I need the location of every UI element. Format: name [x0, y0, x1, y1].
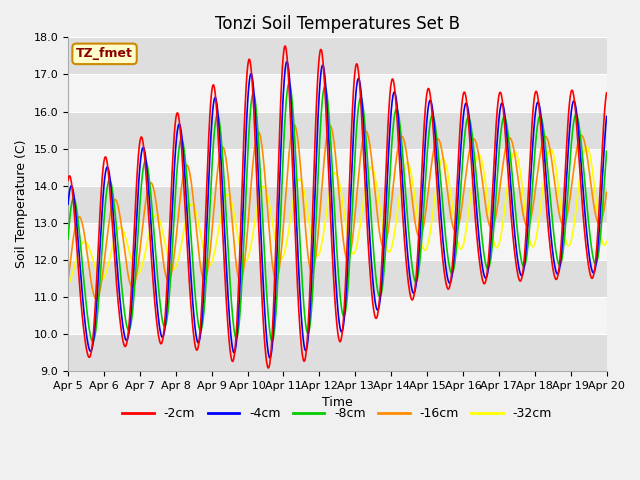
Line: -32cm: -32cm	[68, 146, 607, 285]
-4cm	[540, 138, 547, 144]
-8cm	[603, 148, 611, 154]
Bar	[68, 111, 607, 149]
-8cm	[492, 196, 500, 202]
-32cm	[421, 247, 429, 253]
-4cm	[266, 355, 273, 360]
-2cm	[540, 161, 547, 167]
Bar	[68, 223, 607, 260]
-32cm	[491, 243, 499, 249]
-8cm	[244, 138, 252, 144]
X-axis label: Time: Time	[322, 396, 353, 409]
Line: -8cm: -8cm	[68, 83, 607, 341]
-8cm	[285, 80, 293, 86]
-16cm	[422, 211, 429, 217]
-4cm	[244, 93, 252, 99]
-32cm	[244, 255, 252, 261]
-4cm	[184, 221, 191, 227]
Legend: -2cm, -4cm, -8cm, -16cm, -32cm: -2cm, -4cm, -8cm, -16cm, -32cm	[118, 402, 557, 425]
-8cm	[172, 197, 179, 203]
Bar	[68, 297, 607, 334]
-4cm	[283, 59, 291, 65]
-2cm	[64, 178, 72, 183]
-16cm	[93, 296, 100, 302]
-2cm	[281, 43, 289, 49]
-16cm	[244, 216, 252, 222]
Line: -4cm: -4cm	[68, 62, 607, 358]
Bar	[68, 186, 607, 223]
Title: Tonzi Soil Temperatures Set B: Tonzi Soil Temperatures Set B	[215, 15, 460, 33]
-8cm	[64, 236, 72, 242]
-32cm	[64, 282, 72, 288]
-2cm	[244, 60, 252, 66]
-2cm	[603, 90, 611, 96]
-8cm	[184, 192, 192, 198]
-8cm	[422, 177, 429, 183]
-2cm	[184, 254, 191, 260]
-4cm	[64, 201, 72, 207]
-32cm	[171, 266, 179, 272]
-16cm	[290, 122, 298, 128]
-4cm	[422, 137, 429, 143]
-16cm	[172, 245, 179, 251]
-16cm	[184, 164, 192, 170]
-32cm	[582, 144, 590, 149]
-4cm	[492, 160, 500, 166]
-32cm	[184, 209, 191, 215]
-16cm	[64, 277, 72, 283]
Bar	[68, 37, 607, 74]
-4cm	[171, 160, 179, 166]
Text: TZ_fmet: TZ_fmet	[76, 48, 133, 60]
-2cm	[492, 127, 500, 133]
-32cm	[539, 187, 547, 193]
Bar	[68, 260, 607, 297]
-16cm	[492, 214, 500, 219]
-16cm	[540, 137, 547, 143]
-8cm	[540, 125, 547, 131]
-8cm	[89, 338, 97, 344]
Line: -2cm: -2cm	[68, 46, 607, 368]
-32cm	[603, 239, 611, 245]
-16cm	[603, 190, 611, 195]
Y-axis label: Soil Temperature (C): Soil Temperature (C)	[15, 140, 28, 268]
Bar	[68, 334, 607, 371]
-4cm	[603, 114, 611, 120]
Bar	[68, 149, 607, 186]
Line: -16cm: -16cm	[68, 125, 607, 299]
Bar	[68, 74, 607, 111]
-2cm	[171, 126, 179, 132]
-2cm	[422, 104, 429, 110]
-2cm	[264, 365, 272, 371]
